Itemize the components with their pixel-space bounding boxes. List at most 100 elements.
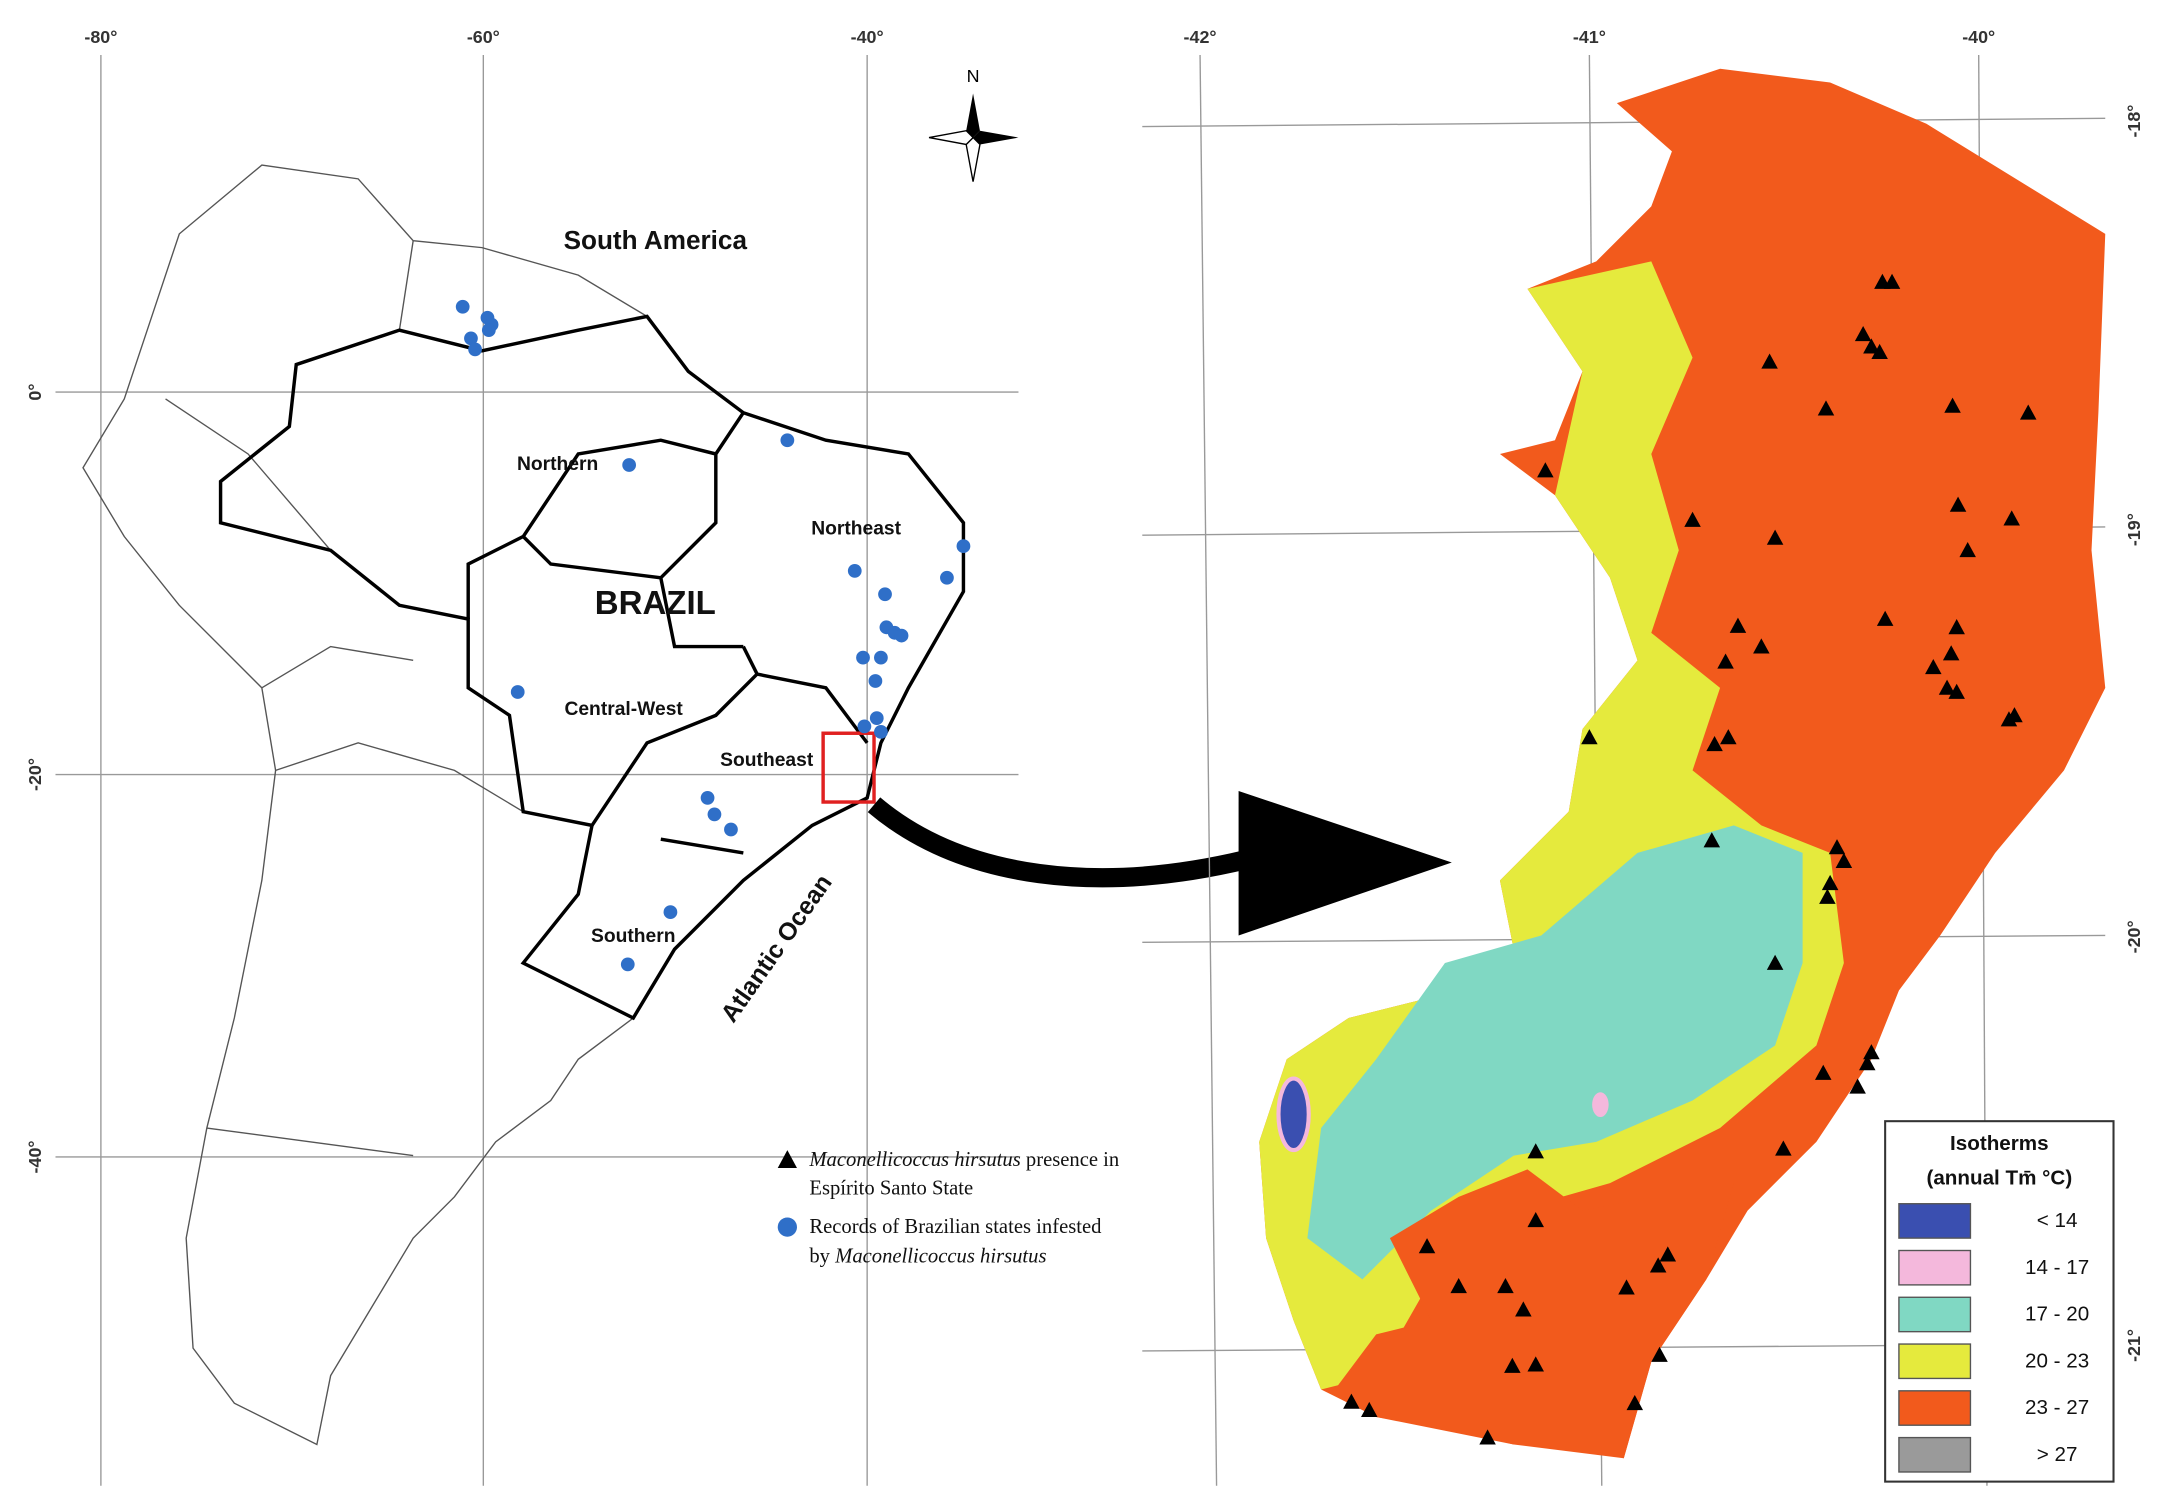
presence-triangle (1753, 638, 1770, 654)
presence-triangle (2003, 510, 2020, 526)
legend-label: 20 - 23 (2025, 1349, 2089, 1372)
presence-triangle (1938, 679, 1956, 695)
presence-triangle (1515, 1301, 1532, 1317)
presence-triangle (1720, 729, 1737, 745)
presence-triangle (1849, 1078, 1866, 1094)
lat-label: -20° (25, 758, 45, 791)
record-dot (869, 711, 884, 725)
record-dots (455, 299, 971, 972)
ocean-label: Atlantic Ocean (716, 870, 838, 1027)
record-dot (857, 719, 872, 734)
record-dot (724, 822, 738, 837)
presence-triangle (1819, 888, 1836, 904)
legend-swatch (1898, 1390, 1972, 1426)
record-dot (468, 342, 482, 357)
record-dot (894, 628, 909, 643)
legend-label: 14 - 17 (2025, 1256, 2089, 1279)
presence-triangle (1581, 729, 1598, 745)
record-dot (620, 957, 635, 972)
species: Maconellicoccus hirsutus (808, 1149, 1020, 1171)
presence-triangle (1959, 542, 1976, 558)
legend-dot (777, 1217, 797, 1237)
presence-triangle (1761, 353, 1778, 369)
presence-triangle (1817, 400, 1835, 416)
region-label: Southeast (720, 750, 814, 771)
lat-label: -20° (2124, 920, 2144, 953)
presence-triangle (1766, 954, 1784, 970)
record-dot (956, 539, 971, 554)
lon-label: -40° (1962, 27, 1995, 47)
presence-triangle (1863, 338, 1880, 354)
record-dot (874, 650, 888, 665)
record-dot (707, 807, 722, 822)
isotherm-legend: Isotherms (annual Tm̄ °C) < 14 14 - 17 17 … (1884, 1120, 2115, 1483)
country-label: BRAZIL (595, 584, 716, 621)
legend-swatch (1898, 1203, 1972, 1239)
record-dot (663, 905, 678, 919)
presence-triangle (1361, 1401, 1378, 1417)
region-label: Northeast (811, 519, 901, 540)
presence-triangle (1828, 839, 1846, 855)
legend-text: Records of Brazilian states infested (809, 1216, 1102, 1238)
zone-14-17 (1592, 1092, 1609, 1118)
record-dot (940, 570, 954, 585)
presence-triangle (1343, 1393, 1360, 1409)
presence-triangle (1949, 496, 1967, 512)
left-map-shapes (82, 164, 966, 1446)
legend-swatch (1898, 1436, 1972, 1473)
presence-triangle (1766, 529, 1784, 545)
presence-triangle (1626, 1394, 1644, 1411)
presence-triangle (1527, 1211, 1544, 1228)
legend-swatch (1898, 1343, 1972, 1380)
region-label: Northern (517, 454, 598, 475)
isotherm-map (1259, 68, 2106, 1459)
presence-triangle (1871, 343, 1888, 360)
lat-label: -21° (2124, 1329, 2144, 1362)
region-label: Central-West (564, 699, 683, 720)
presence-triangle (1649, 1257, 1667, 1273)
record-dot (868, 674, 883, 688)
legend-label: 17 - 20 (2025, 1303, 2089, 1326)
legend-text: by Maconellicoccus hirsutus (809, 1245, 1046, 1267)
presence-triangle (1775, 1140, 1792, 1156)
legend-swatch (1898, 1296, 1972, 1333)
presence-triangle (1717, 653, 1734, 669)
legend-label: 23 - 27 (2025, 1396, 2089, 1419)
lat-label: -18° (2124, 105, 2144, 138)
arrow (867, 791, 1452, 936)
presence-triangle (1527, 1143, 1544, 1159)
presence-triangle (1684, 511, 1701, 527)
presence-triangle (1729, 617, 1747, 633)
presence-triangle (1618, 1279, 1635, 1295)
lat-label: 0° (25, 384, 45, 401)
legend-text: presence in (1026, 1149, 1119, 1171)
lon-label: -40° (851, 27, 884, 47)
lon-label: -80° (84, 27, 117, 47)
presence-triangle (1706, 735, 1723, 752)
record-dot (847, 564, 862, 578)
legend-swatch (1898, 1249, 1972, 1286)
presence-triangle (1948, 683, 1965, 699)
species: Maconellicoccus hirsutus (834, 1245, 1046, 1267)
north-label: N (967, 66, 980, 86)
record-dot (878, 587, 892, 602)
lat-label: -40° (25, 1140, 45, 1173)
region-label: Southern (591, 926, 675, 947)
lat-label: -19° (2124, 513, 2144, 546)
presence-triangle (1479, 1429, 1496, 1445)
lon-label: -41° (1573, 27, 1606, 47)
record-dot (464, 331, 478, 346)
presence-triangle (1859, 1055, 1876, 1071)
presence-triangle (1527, 1356, 1544, 1372)
legend-title: Isotherms (1950, 1132, 2049, 1155)
presence-triangle (1876, 610, 1894, 626)
presence-triangle (1450, 1278, 1467, 1294)
presence-triangle (1537, 462, 1554, 478)
presence-triangle (1942, 645, 1960, 661)
lon-label: -60° (467, 27, 500, 47)
legend-classes: < 14 14 - 17 17 - 20 20 - 23 23 - 27 > 27 (1898, 1203, 2089, 1473)
presence-triangle (1821, 874, 1839, 891)
presence-triangles (1343, 273, 2037, 1445)
